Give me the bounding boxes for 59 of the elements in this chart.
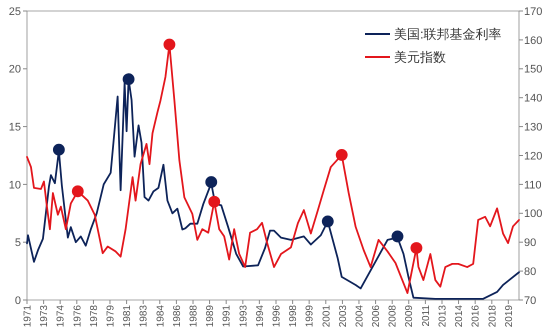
x-tick-label: 1974 [56,304,67,328]
point [208,196,220,208]
x-tick-label: 1976 [72,304,84,328]
x-tick-label: 1989 [205,304,216,328]
x-tick-label: 1973 [39,304,50,328]
point [72,185,84,198]
y2-tick-label: 80 [524,266,536,278]
y-tick-label: 15 [8,121,21,134]
x-tick-label: 1986 [172,304,183,328]
x-tick-label: 1971 [22,304,34,328]
point [336,149,348,161]
x-tick-label: 1981 [122,304,134,328]
x-tick-label: 1998 [288,304,300,328]
point [122,73,135,86]
y2-tick-label: 160 [524,34,542,47]
x-tick-label: 2016 [470,304,482,328]
x-tick-label: 1979 [105,304,116,328]
y-tick-label: 0 [14,294,21,307]
point [164,38,176,50]
point [392,230,404,242]
x-tick-label: 2011 [420,304,432,327]
x-tick-label: 1996 [271,304,282,328]
x-tick-label: 2004 [354,304,366,328]
legend-label: 美元指数 [394,50,446,65]
y2-tick-label: 130 [524,121,542,134]
point [410,242,422,254]
x-tick-label: 2006 [371,304,382,328]
x-tick-label: 1994 [254,304,266,328]
x-tick-label: 1988 [188,304,200,328]
y-tick-label: 5 [14,237,21,250]
y2-tick-label: 170 [524,6,542,18]
y2-tick-label: 70 [524,294,536,307]
point [205,176,218,188]
x-tick-label: 1978 [88,304,100,328]
point [322,215,334,228]
y2-tick-label: 100 [524,208,542,220]
x-tick-label: 2014 [454,304,466,328]
y-tick-label: 25 [8,6,21,18]
point [52,144,65,156]
x-tick-label: 2009 [404,304,416,328]
legend-label: 美国:联邦基金利率 [394,26,502,42]
x-tick-label: 2013 [438,304,449,328]
x-tick-label: 2018 [487,304,498,328]
x-tick-label: 1991 [222,304,233,328]
x-tick-label: 2008 [388,304,399,328]
y2-tick-label: 140 [524,92,542,105]
x-tick-label: 2001 [321,304,332,328]
x-tick-label: 1983 [138,304,150,328]
y2-tick-label: 150 [524,64,542,76]
x-tick-label: 1999 [304,304,316,328]
y-tick-label: 20 [8,64,21,76]
x-tick-label: 1984 [155,304,166,328]
x-tick-label: 2003 [338,304,349,328]
y-tick-label: 10 [8,179,21,192]
y2-tick-label: 90 [524,237,536,250]
x-tick-label: 2019 [504,304,515,328]
x-tick-label: 1993 [238,304,250,328]
y2-tick-label: 120 [524,150,542,162]
y2-tick-label: 110 [524,179,542,192]
